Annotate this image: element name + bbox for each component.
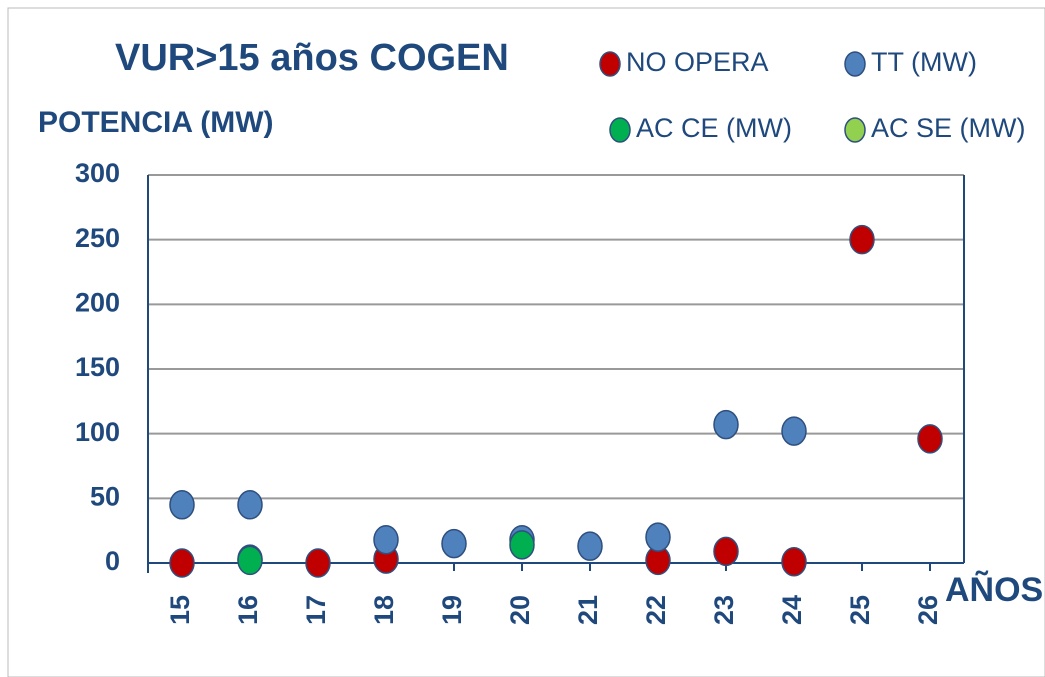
point xyxy=(781,546,807,577)
frame xyxy=(7,7,1045,677)
legend-label: AC CE (MW) xyxy=(636,113,792,143)
x-tick-label: 21 xyxy=(573,595,603,625)
point xyxy=(373,524,399,555)
point xyxy=(509,530,535,560)
point xyxy=(917,424,943,454)
legend-marker xyxy=(609,117,631,143)
point xyxy=(781,416,807,446)
y-axis-label: POTENCIA (MW) xyxy=(38,106,274,139)
x-tick-label: 22 xyxy=(641,595,671,625)
point xyxy=(237,545,263,576)
legend-label: AC SE (MW) xyxy=(871,113,1026,143)
point xyxy=(645,522,671,552)
point xyxy=(169,490,195,520)
x-tick-label: 25 xyxy=(845,595,875,625)
x-tick-label: 23 xyxy=(709,595,739,625)
point xyxy=(305,548,331,578)
x-tick-label: 24 xyxy=(777,595,807,625)
x-tick-label: 17 xyxy=(301,595,331,625)
chart-title: VUR>15 años COGEN xyxy=(115,37,509,79)
x-tick-label: 15 xyxy=(165,595,195,625)
point xyxy=(441,528,467,559)
point xyxy=(849,224,875,255)
x-tick-label: 26 xyxy=(913,595,943,625)
y-tick-label: 100 xyxy=(75,417,120,447)
y-tick-label: 0 xyxy=(105,546,120,576)
legend-label: NO OPERA xyxy=(626,47,769,77)
x-tick-label: 16 xyxy=(233,595,263,625)
y-tick-label: 150 xyxy=(75,352,120,382)
y-tick-label: 200 xyxy=(75,287,120,317)
x-tick-label: 19 xyxy=(437,595,467,625)
x-tick-label: 18 xyxy=(369,595,399,625)
x-tick-label: 20 xyxy=(505,595,535,625)
x-axis-label: AÑOS xyxy=(945,571,1043,609)
legend-marker xyxy=(844,117,866,143)
point xyxy=(713,409,739,440)
legend-marker xyxy=(844,51,866,77)
point xyxy=(577,531,603,561)
legend-label: TT (MW) xyxy=(871,47,977,77)
point xyxy=(169,548,195,578)
point xyxy=(237,490,263,520)
y-tick-label: 50 xyxy=(90,481,120,511)
y-tick-label: 250 xyxy=(75,223,120,253)
legend-marker xyxy=(599,51,621,77)
y-tick-label: 300 xyxy=(75,158,120,188)
point xyxy=(713,536,739,567)
